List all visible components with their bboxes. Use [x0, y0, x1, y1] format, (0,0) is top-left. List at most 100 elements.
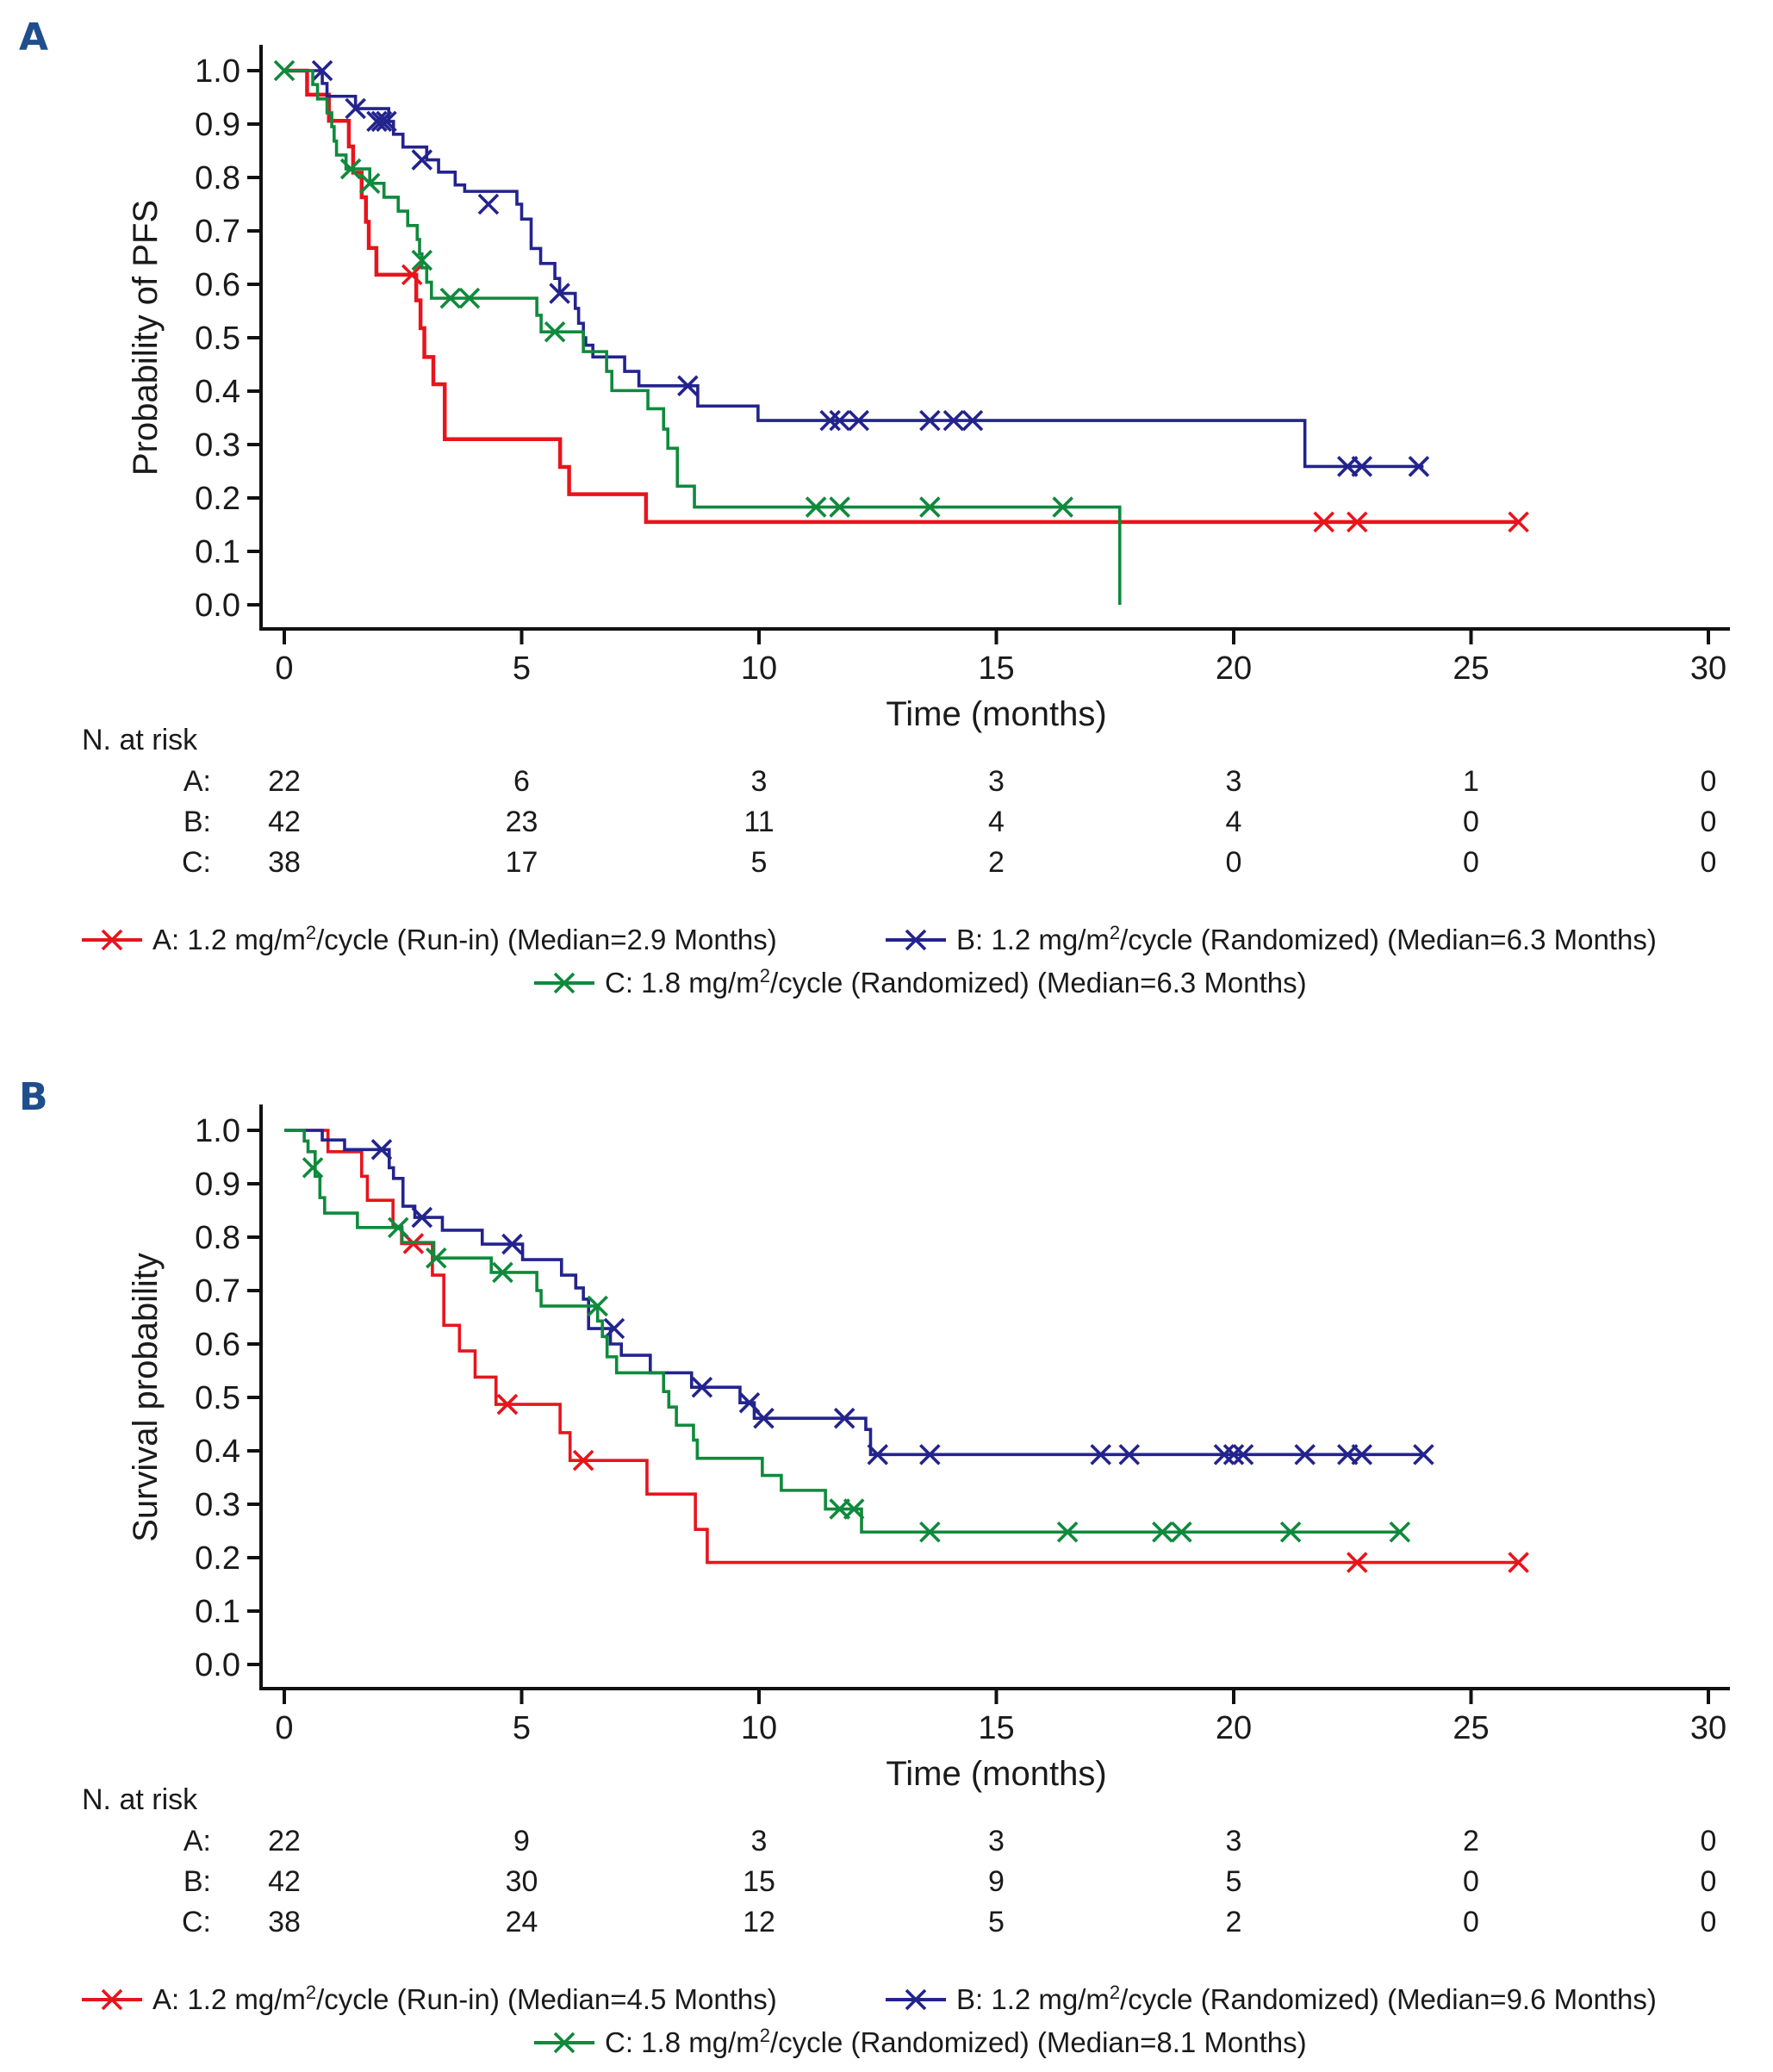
risk-row-label: C: [182, 846, 211, 879]
censor-mark [370, 110, 393, 133]
censor-mark [544, 320, 566, 343]
censor-mark [919, 1521, 941, 1543]
risk-count: 0 [1701, 765, 1717, 798]
risk-row-label: B: [184, 806, 211, 838]
censor-mark [458, 287, 481, 309]
censor-mark [819, 409, 841, 432]
x-tick-label: 20 [1216, 650, 1252, 687]
panel-letter: A [19, 16, 48, 59]
censor-mark [492, 1261, 513, 1284]
legend-label: A: 1.2 mg/m2/cycle (Run-in) (Median=2.9 … [152, 922, 777, 955]
risk-count: 42 [268, 806, 301, 838]
censor-mark [942, 409, 965, 432]
censor-mark [753, 1407, 775, 1429]
risk-row-label: A: [184, 765, 211, 798]
x-tick-label: 25 [1453, 650, 1489, 687]
risk-count: 1 [1463, 765, 1479, 798]
legend-label-suffix: /cycle (Run-in) (Median=2.9 Months) [316, 924, 777, 955]
risk-count: 30 [506, 1865, 538, 1898]
series-c [284, 1129, 1411, 1543]
x-tick-label: 0 [275, 650, 293, 687]
y-tick-label: 0.6 [195, 267, 240, 303]
censor-mark [677, 375, 699, 397]
x-axis-title: Time (months) [886, 1755, 1106, 1793]
series-b [284, 59, 1430, 477]
x-tick-label: 5 [513, 650, 531, 687]
censor-mark [848, 409, 869, 432]
y-tick-label: 0.9 [195, 107, 240, 143]
censor-mark [587, 1295, 608, 1317]
legend-label: C: 1.8 mg/m2/cycle (Randomized) (Median=… [605, 965, 1307, 999]
risk-count: 0 [1463, 1906, 1479, 1938]
censor-mark [311, 59, 333, 82]
risk-count: 9 [988, 1865, 1005, 1898]
x-tick-label: 30 [1690, 1710, 1726, 1746]
censor-mark [1346, 511, 1368, 533]
legend-label-prefix: A: 1.2 mg/m [152, 924, 306, 955]
legend-item-a: A: 1.2 mg/m2/cycle (Run-in) (Median=4.5 … [82, 1982, 777, 2015]
risk-count: 0 [1701, 1825, 1717, 1857]
legend-item-a: A: 1.2 mg/m2/cycle (Run-in) (Median=2.9 … [82, 922, 777, 955]
censor-mark [1052, 496, 1073, 518]
censor-mark [919, 496, 941, 518]
y-tick-label: 0.0 [195, 1647, 240, 1683]
censor-mark [501, 1233, 523, 1255]
legend-label: B: 1.2 mg/m2/cycle (Randomized) (Median=… [956, 1982, 1657, 2015]
legend-label: B: 1.2 mg/m2/cycle (Randomized) (Median=… [956, 922, 1657, 955]
legend-label-suffix: /cycle (Run-in) (Median=4.5 Months) [316, 1983, 777, 2015]
y-tick-label: 0.4 [195, 1434, 240, 1470]
y-tick-label: 0.7 [195, 1273, 240, 1310]
x-tick-label: 30 [1690, 650, 1726, 687]
y-tick-label: 0.5 [195, 1380, 240, 1416]
legend-label-superscript: 2 [760, 2025, 770, 2046]
series-c [273, 59, 1122, 605]
x-tick-label: 20 [1216, 1710, 1252, 1746]
censor-mark [919, 1444, 941, 1465]
y-tick-label: 0.3 [195, 1487, 240, 1523]
km-curve-b [284, 69, 1424, 469]
legend-marker-icon [101, 1988, 123, 2011]
panel-a: A0.00.10.20.30.40.50.60.70.80.91.00 5 10 15… [19, 16, 1730, 999]
x-tick-label: 10 [741, 1710, 777, 1746]
censor-mark [273, 59, 296, 82]
censor-mark [1389, 1521, 1411, 1543]
censor-mark [387, 1216, 409, 1239]
censor-mark [1171, 1521, 1192, 1543]
risk-count: 0 [1701, 1865, 1717, 1898]
risk-count: 38 [268, 846, 301, 879]
panel-b: B 0.0 0.1 0.2 0.3 0.4 0.5 0.6 0.7 0.8 0.9 1.0 0 5 10 15… [19, 1075, 1730, 2058]
censor-mark [1152, 1521, 1173, 1543]
series-a [284, 1129, 1529, 1573]
x-tick-label: 15 [978, 650, 1014, 687]
censor-mark [302, 1157, 324, 1179]
legend-label-prefix: C: 1.8 mg/m [605, 2026, 760, 2058]
x-tick-label: 25 [1453, 1710, 1489, 1746]
censor-mark [833, 1407, 855, 1429]
x-tick-label: 5 [513, 1710, 531, 1746]
legend-label-superscript: 2 [760, 965, 770, 986]
risk-count: 0 [1701, 846, 1717, 879]
risk-count: 0 [1463, 1865, 1479, 1898]
y-tick-label: 0.1 [195, 1594, 240, 1630]
km-curve-b [284, 1129, 1424, 1457]
risk-row-label: C: [182, 1906, 211, 1938]
censor-mark [1351, 1444, 1373, 1465]
risk-table-title: N. at risk [82, 724, 198, 756]
km-curve-a [284, 68, 1519, 525]
risk-count: 0 [1226, 846, 1242, 879]
censor-mark [805, 496, 827, 518]
y-tick-label: 0.5 [195, 320, 240, 357]
legend-item-c: C: 1.8 mg/m2/cycle (Randomized) (Median=… [534, 965, 1307, 999]
risk-count: 5 [751, 846, 768, 879]
y-tick-label: 0.7 [195, 214, 240, 250]
legend-label-suffix: /cycle (Randomized) (Median=6.3 Months) [1120, 924, 1657, 955]
risk-count: 3 [1226, 765, 1242, 798]
y-tick-label: 0.3 [195, 427, 240, 464]
censor-mark [603, 1317, 625, 1340]
censor-mark [411, 149, 433, 171]
risk-count: 12 [743, 1906, 775, 1938]
risk-count: 5 [988, 1906, 1005, 1938]
y-tick-label: 0.1 [195, 534, 240, 570]
censor-mark [829, 496, 850, 518]
